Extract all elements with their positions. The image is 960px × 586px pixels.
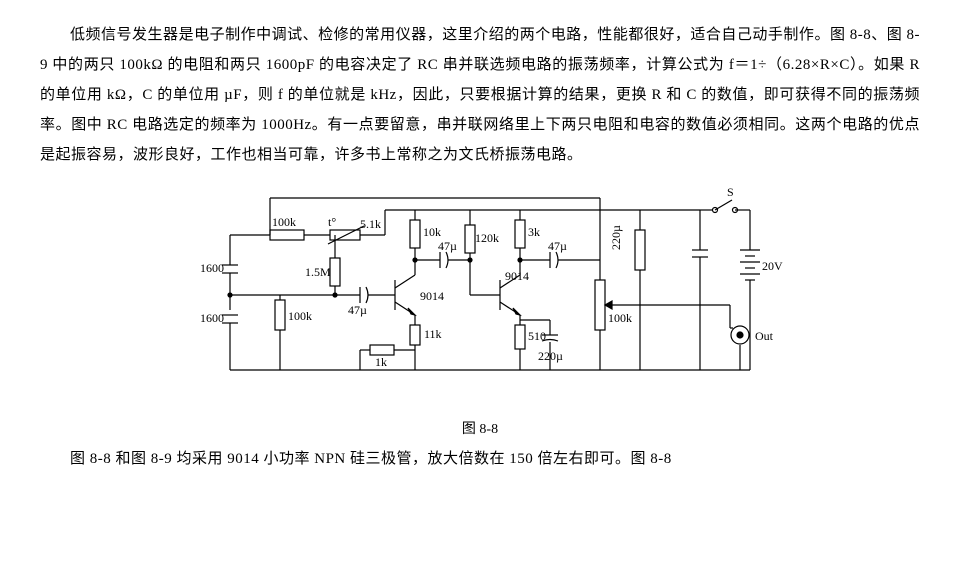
label-r1k: 1k <box>375 355 387 369</box>
label-220: 220µ <box>609 225 623 250</box>
label-q2: 9014 <box>505 269 529 283</box>
figure-caption: 图 8-8 <box>40 416 920 444</box>
label-c47u-3: 47µ <box>548 239 567 253</box>
label-1-5m: 1.5M <box>305 265 331 279</box>
label-r3k: 3k <box>528 225 540 239</box>
para-after: 图 8-8 和图 8-9 均采用 9014 小功率 NPN 硅三极管，放大倍数在… <box>40 444 920 474</box>
label-supply: 20V <box>762 259 783 273</box>
label-r100k-top: 100k <box>272 215 296 229</box>
label-switch: S <box>727 185 734 199</box>
label-pot100k: 100k <box>608 311 632 325</box>
label-c47u-2: 47µ <box>438 239 457 253</box>
label-c1600-bot: 1600 <box>200 311 224 325</box>
label-q1: 9014 <box>420 289 444 303</box>
label-thermistor: t° <box>328 215 336 229</box>
label-c1600-top: 1600 <box>200 261 224 275</box>
label-5-1k: 5.1k <box>360 217 381 231</box>
label-r120k: 120k <box>475 231 499 245</box>
label-c220u: 220µ <box>538 349 563 363</box>
label-r10k: 10k <box>423 225 441 239</box>
label-r100k-bot: 100k <box>288 309 312 323</box>
intro-paragraph: 低频信号发生器是电子制作中调试、检修的常用仪器，这里介绍的两个电路，性能都很好，… <box>40 20 920 170</box>
label-out: Out <box>755 329 774 343</box>
label-r510: 510 <box>528 329 546 343</box>
label-r11k: 11k <box>424 327 442 341</box>
circuit-diagram: 100k t° 5.1k 1.5M 1600 1600 100k 47µ 10k… <box>40 180 920 411</box>
label-c47u-1: 47µ <box>348 303 367 317</box>
